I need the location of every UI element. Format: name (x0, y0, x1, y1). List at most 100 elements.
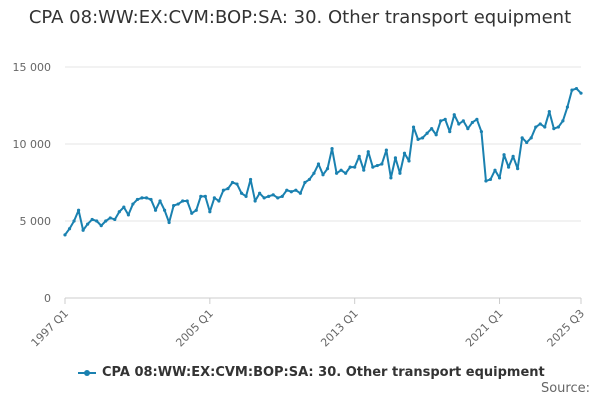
chart-title: CPA 08:WW:EX:CVM:BOP:SA: 30. Other trans… (28, 7, 572, 28)
data-point (362, 168, 366, 172)
data-point (520, 136, 524, 140)
data-point (430, 127, 434, 131)
data-point (117, 210, 121, 214)
data-point (167, 220, 171, 225)
data-point (407, 159, 411, 163)
data-point (162, 208, 167, 212)
data-point (316, 162, 321, 166)
data-point (203, 194, 207, 198)
data-point (366, 150, 370, 154)
data-point (267, 194, 271, 198)
data-point (452, 113, 456, 117)
data-point (466, 127, 470, 131)
y-tick-label: 5 000 (20, 215, 52, 228)
data-point (262, 196, 266, 200)
data-point (420, 136, 425, 140)
data-point (448, 130, 452, 134)
data-point (253, 199, 257, 203)
data-point (248, 177, 253, 182)
data-point (538, 122, 542, 126)
data-point (280, 194, 284, 198)
data-point (104, 219, 108, 223)
x-tick-label: 2005 Q1 (173, 307, 216, 350)
data-point (398, 171, 402, 175)
data-point (330, 147, 334, 151)
data-point (574, 86, 579, 91)
x-tick-label: 2025 Q3 (545, 307, 588, 350)
data-point (579, 91, 583, 95)
data-point (506, 165, 511, 169)
data-point (516, 167, 520, 171)
data-point (384, 148, 388, 152)
data-point (199, 194, 203, 198)
data-point (113, 217, 117, 222)
data-point (153, 208, 158, 212)
legend-series-marker-icon (78, 368, 96, 378)
data-point (289, 190, 293, 194)
axis-layer: 0 5 000 10 000 15 000 1997 Q1 2005 Q1 2013 Q1 2… (13, 61, 588, 349)
data-point (135, 197, 140, 202)
data-point (294, 188, 298, 192)
data-point (72, 219, 76, 223)
data-point (484, 179, 488, 183)
data-point (235, 182, 239, 186)
data-point (561, 119, 565, 123)
data-point (529, 136, 533, 140)
data-point (81, 228, 85, 232)
data-point (226, 187, 230, 191)
data-point (190, 211, 194, 215)
data-point (380, 162, 384, 166)
data-point (217, 199, 221, 203)
data-point (307, 177, 312, 182)
data-point (239, 191, 244, 195)
data-point (402, 151, 407, 155)
y-tick-label: 0 (44, 292, 51, 305)
y-tick-label: 15 000 (13, 61, 52, 74)
data-point (439, 119, 443, 123)
data-point (389, 176, 393, 180)
data-point (144, 196, 149, 200)
data-point (230, 180, 235, 185)
data-point (63, 233, 67, 237)
data-point (534, 125, 538, 129)
data-point (547, 110, 551, 114)
data-point (479, 130, 484, 134)
data-point (99, 224, 103, 228)
data-point (76, 208, 81, 212)
data-point (357, 154, 361, 158)
data-point (339, 168, 343, 172)
legend[interactable]: CPA 08:WW:EX:CVM:BOP:SA: 30. Other trans… (78, 365, 545, 380)
data-point (285, 188, 289, 192)
data-point (552, 127, 556, 131)
data-point (298, 191, 302, 195)
legend-label: CPA 08:WW:EX:CVM:BOP:SA: 30. Other trans… (102, 365, 545, 380)
x-tick-label: 1997 Q1 (29, 307, 72, 350)
data-point (475, 117, 479, 121)
data-point (303, 180, 307, 185)
data-point (511, 154, 515, 158)
data-point (208, 210, 212, 214)
data-point (344, 171, 348, 175)
data-point (276, 196, 280, 200)
data-point (185, 199, 189, 203)
data-point (497, 176, 502, 180)
x-tick-label: 2021 Q1 (463, 307, 506, 350)
data-point (95, 219, 99, 223)
data-point (470, 120, 474, 125)
y-tick-label: 10 000 (13, 138, 52, 151)
data-point (67, 227, 72, 231)
data-point (375, 163, 379, 168)
data-point (122, 205, 126, 209)
data-point (334, 171, 339, 175)
series-line (64, 87, 582, 236)
data-point (194, 208, 198, 212)
data-point (525, 140, 529, 145)
source-label: Source: (540, 381, 590, 396)
data-point (457, 122, 461, 126)
data-point (353, 165, 357, 169)
data-point (443, 117, 447, 121)
data-point (108, 216, 112, 220)
data-point (172, 204, 176, 208)
data-point (393, 156, 398, 160)
